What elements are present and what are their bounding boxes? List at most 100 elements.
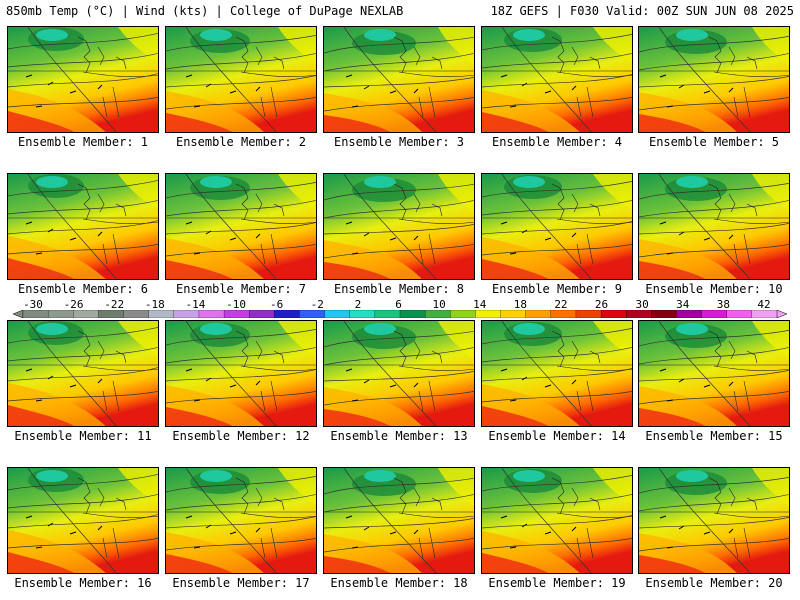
run-info: 18Z GEFS | F030 Valid: 00Z SUN JUN 08 20… [490,4,794,18]
ensemble-member-label: Ensemble Member: 11 [14,429,152,443]
map-field [324,174,474,279]
colorbar-swatch [374,310,401,318]
colorbar-swatch [475,310,501,318]
colorbar-swatch [173,310,200,318]
colorbar-tick-label: 38 [716,298,730,311]
colorbar-swatch [98,310,124,318]
colorbar-swatch [249,310,275,318]
map-field [8,27,158,132]
colorbar-tick-label: -2 [310,298,324,311]
map-field [324,468,474,573]
colorbar-tick-label: -10 [226,298,246,311]
colorbar-swatch [500,310,527,318]
colorbar-tick-label: 2 [354,298,362,311]
colorbar-swatch [701,310,728,318]
colorbar-swatch [198,310,225,318]
ensemble-panel [481,467,633,574]
ensemble-member-label: Ensemble Member: 12 [172,429,310,443]
colorbar-swatch [22,310,49,318]
colorbar-tick-label: -30 [23,298,43,311]
ensemble-member-label: Ensemble Member: 1 [17,135,149,149]
ensemble-member-label: Ensemble Member: 6 [17,282,149,296]
colorbar-swatch [726,310,753,318]
colorbar-tick-label: -14 [185,298,206,311]
map-field [639,468,789,573]
ensemble-member-label: Ensemble Member: 4 [491,135,623,149]
ensemble-panel [481,26,633,133]
map-field [166,27,316,132]
colorbar-tick-label: 30 [635,298,649,311]
colorbar-tick-label: 22 [554,298,568,311]
colorbar-swatch [73,310,99,318]
colorbar-tick-label: -22 [104,298,125,311]
map-field [482,321,632,426]
colorbar-tick-label: 26 [594,298,609,311]
colorbar-swatch [550,310,577,318]
map-field [482,174,632,279]
colorbar-swatch [223,310,250,318]
colorbar-swatch [399,310,426,318]
colorbar-tick-label: 18 [513,298,527,311]
ensemble-panel [638,26,790,133]
ensemble-panel [323,26,475,133]
colorbar-swatch [299,310,326,318]
map-title: 850mb Temp (°C) | Wind (kts) | College o… [6,4,404,18]
ensemble-panel [481,173,633,280]
colorbar-swatch [324,310,351,318]
map-field [324,27,474,132]
colorbar-swatch [651,310,677,318]
colorbar-tick-label: -26 [63,298,84,311]
ensemble-member-label: Ensemble Member: 14 [488,429,626,443]
ensemble-member-label: Ensemble Member: 10 [645,282,783,296]
ensemble-member-label: Ensemble Member: 18 [330,576,468,590]
map-field [8,321,158,426]
colorbar-swatch [123,310,150,318]
colorbar-tick-label: -6 [270,298,284,311]
colorbar-swatch [47,310,74,318]
ensemble-panel [323,173,475,280]
colorbar-swatch [626,310,652,318]
ensemble-panel [638,320,790,427]
map-field [166,174,316,279]
ensemble-panel [638,173,790,280]
map-field [166,468,316,573]
ensemble-member-label: Ensemble Member: 3 [333,135,465,149]
colorbar-swatch [525,310,552,318]
ensemble-member-label: Ensemble Member: 5 [648,135,780,149]
ensemble-panel [323,320,475,427]
colorbar-tick-label: 6 [395,298,402,311]
map-field [8,468,158,573]
colorbar-swatch [600,310,627,318]
colorbar-swatch [349,310,376,318]
ensemble-member-label: Ensemble Member: 19 [488,576,626,590]
ensemble-panel [165,173,317,280]
ensemble-panel [165,320,317,427]
ensemble-member-label: Ensemble Member: 17 [172,576,310,590]
colorbar-swatch [424,310,451,318]
ensemble-member-label: Ensemble Member: 15 [645,429,783,443]
map-field [482,27,632,132]
colorbar-swatch [575,310,602,318]
ensemble-panel [7,173,159,280]
map-field [166,321,316,426]
map-field [639,27,789,132]
ensemble-member-label: Ensemble Member: 20 [645,576,783,590]
colorbar-arrow-high [776,310,787,318]
ensemble-member-label: Ensemble Member: 9 [491,282,623,296]
colorbar-tick-label: 10 [432,298,446,311]
colorbar-swatch [751,310,778,318]
colorbar-tick-label: 42 [757,298,771,311]
colorbar-swatch [274,310,300,318]
ensemble-panel [7,26,159,133]
ensemble-member-label: Ensemble Member: 8 [333,282,465,296]
ensemble-member-label: Ensemble Member: 16 [14,576,152,590]
ensemble-member-label: Ensemble Member: 13 [330,429,468,443]
map-field [482,468,632,573]
ensemble-panel [323,467,475,574]
colorbar-swatch [148,310,175,318]
map-field [324,321,474,426]
ensemble-panel [7,467,159,574]
colorbar-swatch [676,310,703,318]
ensemble-member-label: Ensemble Member: 2 [175,135,307,149]
map-field [639,174,789,279]
